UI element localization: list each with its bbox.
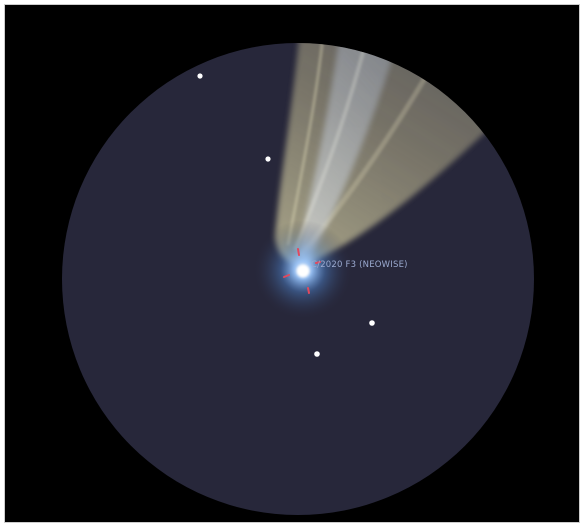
comet-label[interactable]: C/2020 F3 (NEOWISE) [311,260,408,270]
comet-nucleus-core [299,267,307,275]
star[interactable] [369,320,375,326]
star[interactable] [265,156,271,162]
star[interactable] [197,73,203,79]
sky-view[interactable]: C/2020 F3 (NEOWISE) [4,4,580,523]
ion-tail [297,43,410,263]
target-reticle-icon [283,248,321,294]
sky-canvas[interactable]: C/2020 F3 (NEOWISE) [5,5,579,522]
tail-striation [286,43,329,246]
star[interactable] [314,351,320,357]
